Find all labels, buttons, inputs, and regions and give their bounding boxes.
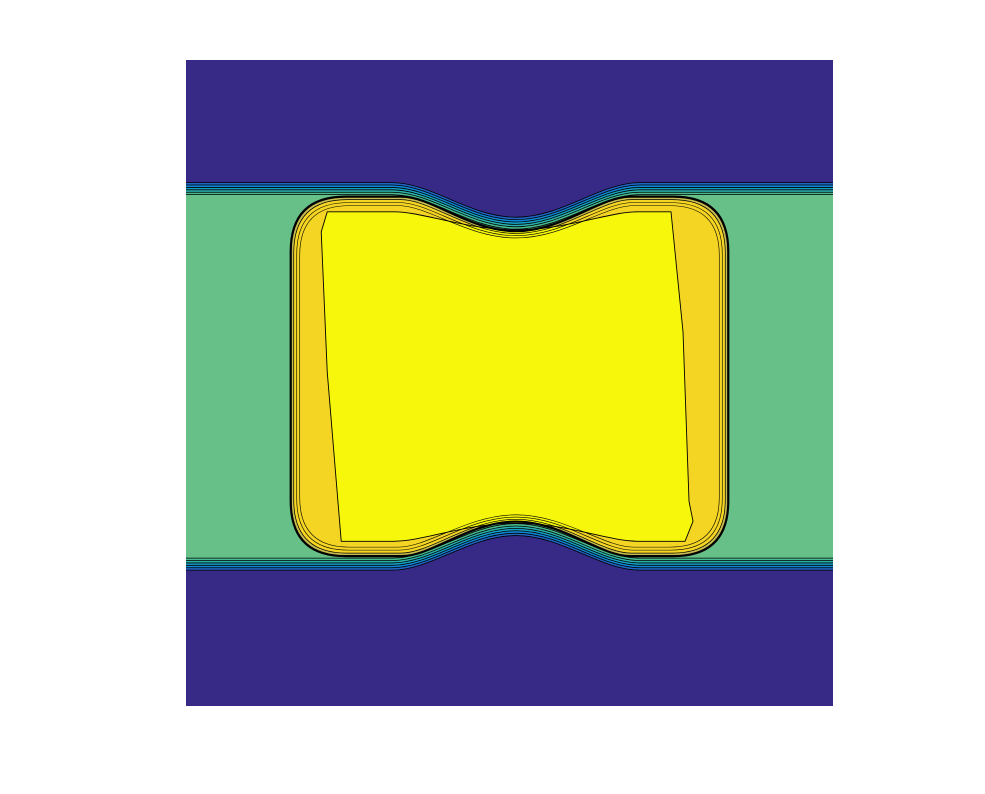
contour-line-level-2 [186,182,833,571]
contour-line-level-10 [320,211,694,542]
contour-line-level-3 [186,184,833,569]
contour-line-inner-b [299,205,720,548]
contour-line-level-9 [293,199,726,554]
block-boundary-line [289,195,730,558]
contour-line-inner-a [296,202,723,551]
contour-line-level-5 [186,189,833,564]
contour-line-level-4 [186,187,833,566]
contour-line-level-7 [186,194,833,559]
contour-line-level-6 [186,191,833,561]
core-region [321,211,694,542]
